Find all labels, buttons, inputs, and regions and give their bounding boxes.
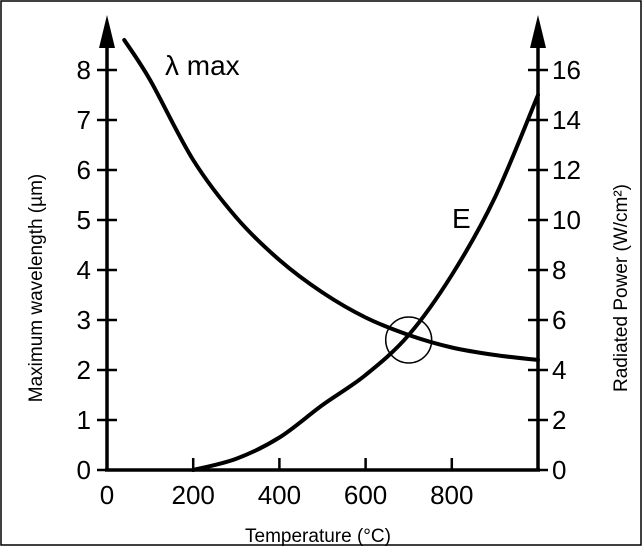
x-tick-label: 600 <box>344 480 387 510</box>
y-axis-left-label: Maximum wavelength (µm) <box>26 174 47 402</box>
series-e-line <box>191 93 540 472</box>
y-right-tick-label: 16 <box>552 55 581 85</box>
y-left-tick-label: 2 <box>77 355 91 385</box>
y-right-tick-label: 0 <box>552 455 566 485</box>
x-tick-label: 200 <box>172 480 215 510</box>
intersection-circle <box>384 316 433 364</box>
y-right-tick-label: 2 <box>552 405 566 435</box>
y-right-tick-label: 14 <box>552 105 581 135</box>
y-right-tick-label: 8 <box>552 255 566 285</box>
annotations <box>384 316 433 364</box>
y-axis-left-arrow-icon <box>99 15 115 48</box>
y-right-tick-label: 10 <box>552 205 581 235</box>
y-right-tick-label: 12 <box>552 155 581 185</box>
y-axis-right-arrow-icon <box>530 15 546 48</box>
x-tick-label: 800 <box>430 480 473 510</box>
axes <box>99 15 546 472</box>
y-left-tick-label: 3 <box>77 305 91 335</box>
x-tick-label: 400 <box>258 480 301 510</box>
y-left-tick-label: 5 <box>77 205 91 235</box>
x-tick-label: 0 <box>100 480 114 510</box>
series-label-lambda-max: λ max <box>165 50 240 81</box>
y-right-tick-label: 4 <box>552 355 566 385</box>
y-left-tick-label: 0 <box>77 455 91 485</box>
y-left-tick-label: 8 <box>77 55 91 85</box>
y-axis-right-label: Radiated Power (W/cm²) <box>611 184 632 392</box>
curves <box>122 38 540 472</box>
y-left-tick-label: 1 <box>77 405 91 435</box>
series-label-e: E <box>452 203 471 234</box>
y-left-tick-label: 7 <box>77 105 91 135</box>
series-lambda-max-line <box>122 38 540 362</box>
x-axis-label: Temperature (°C) <box>245 526 391 546</box>
y-left-tick-label: 6 <box>77 155 91 185</box>
y-left-tick-label: 4 <box>77 255 91 285</box>
y-right-tick-label: 6 <box>552 305 566 335</box>
tick-marks <box>97 68 548 472</box>
